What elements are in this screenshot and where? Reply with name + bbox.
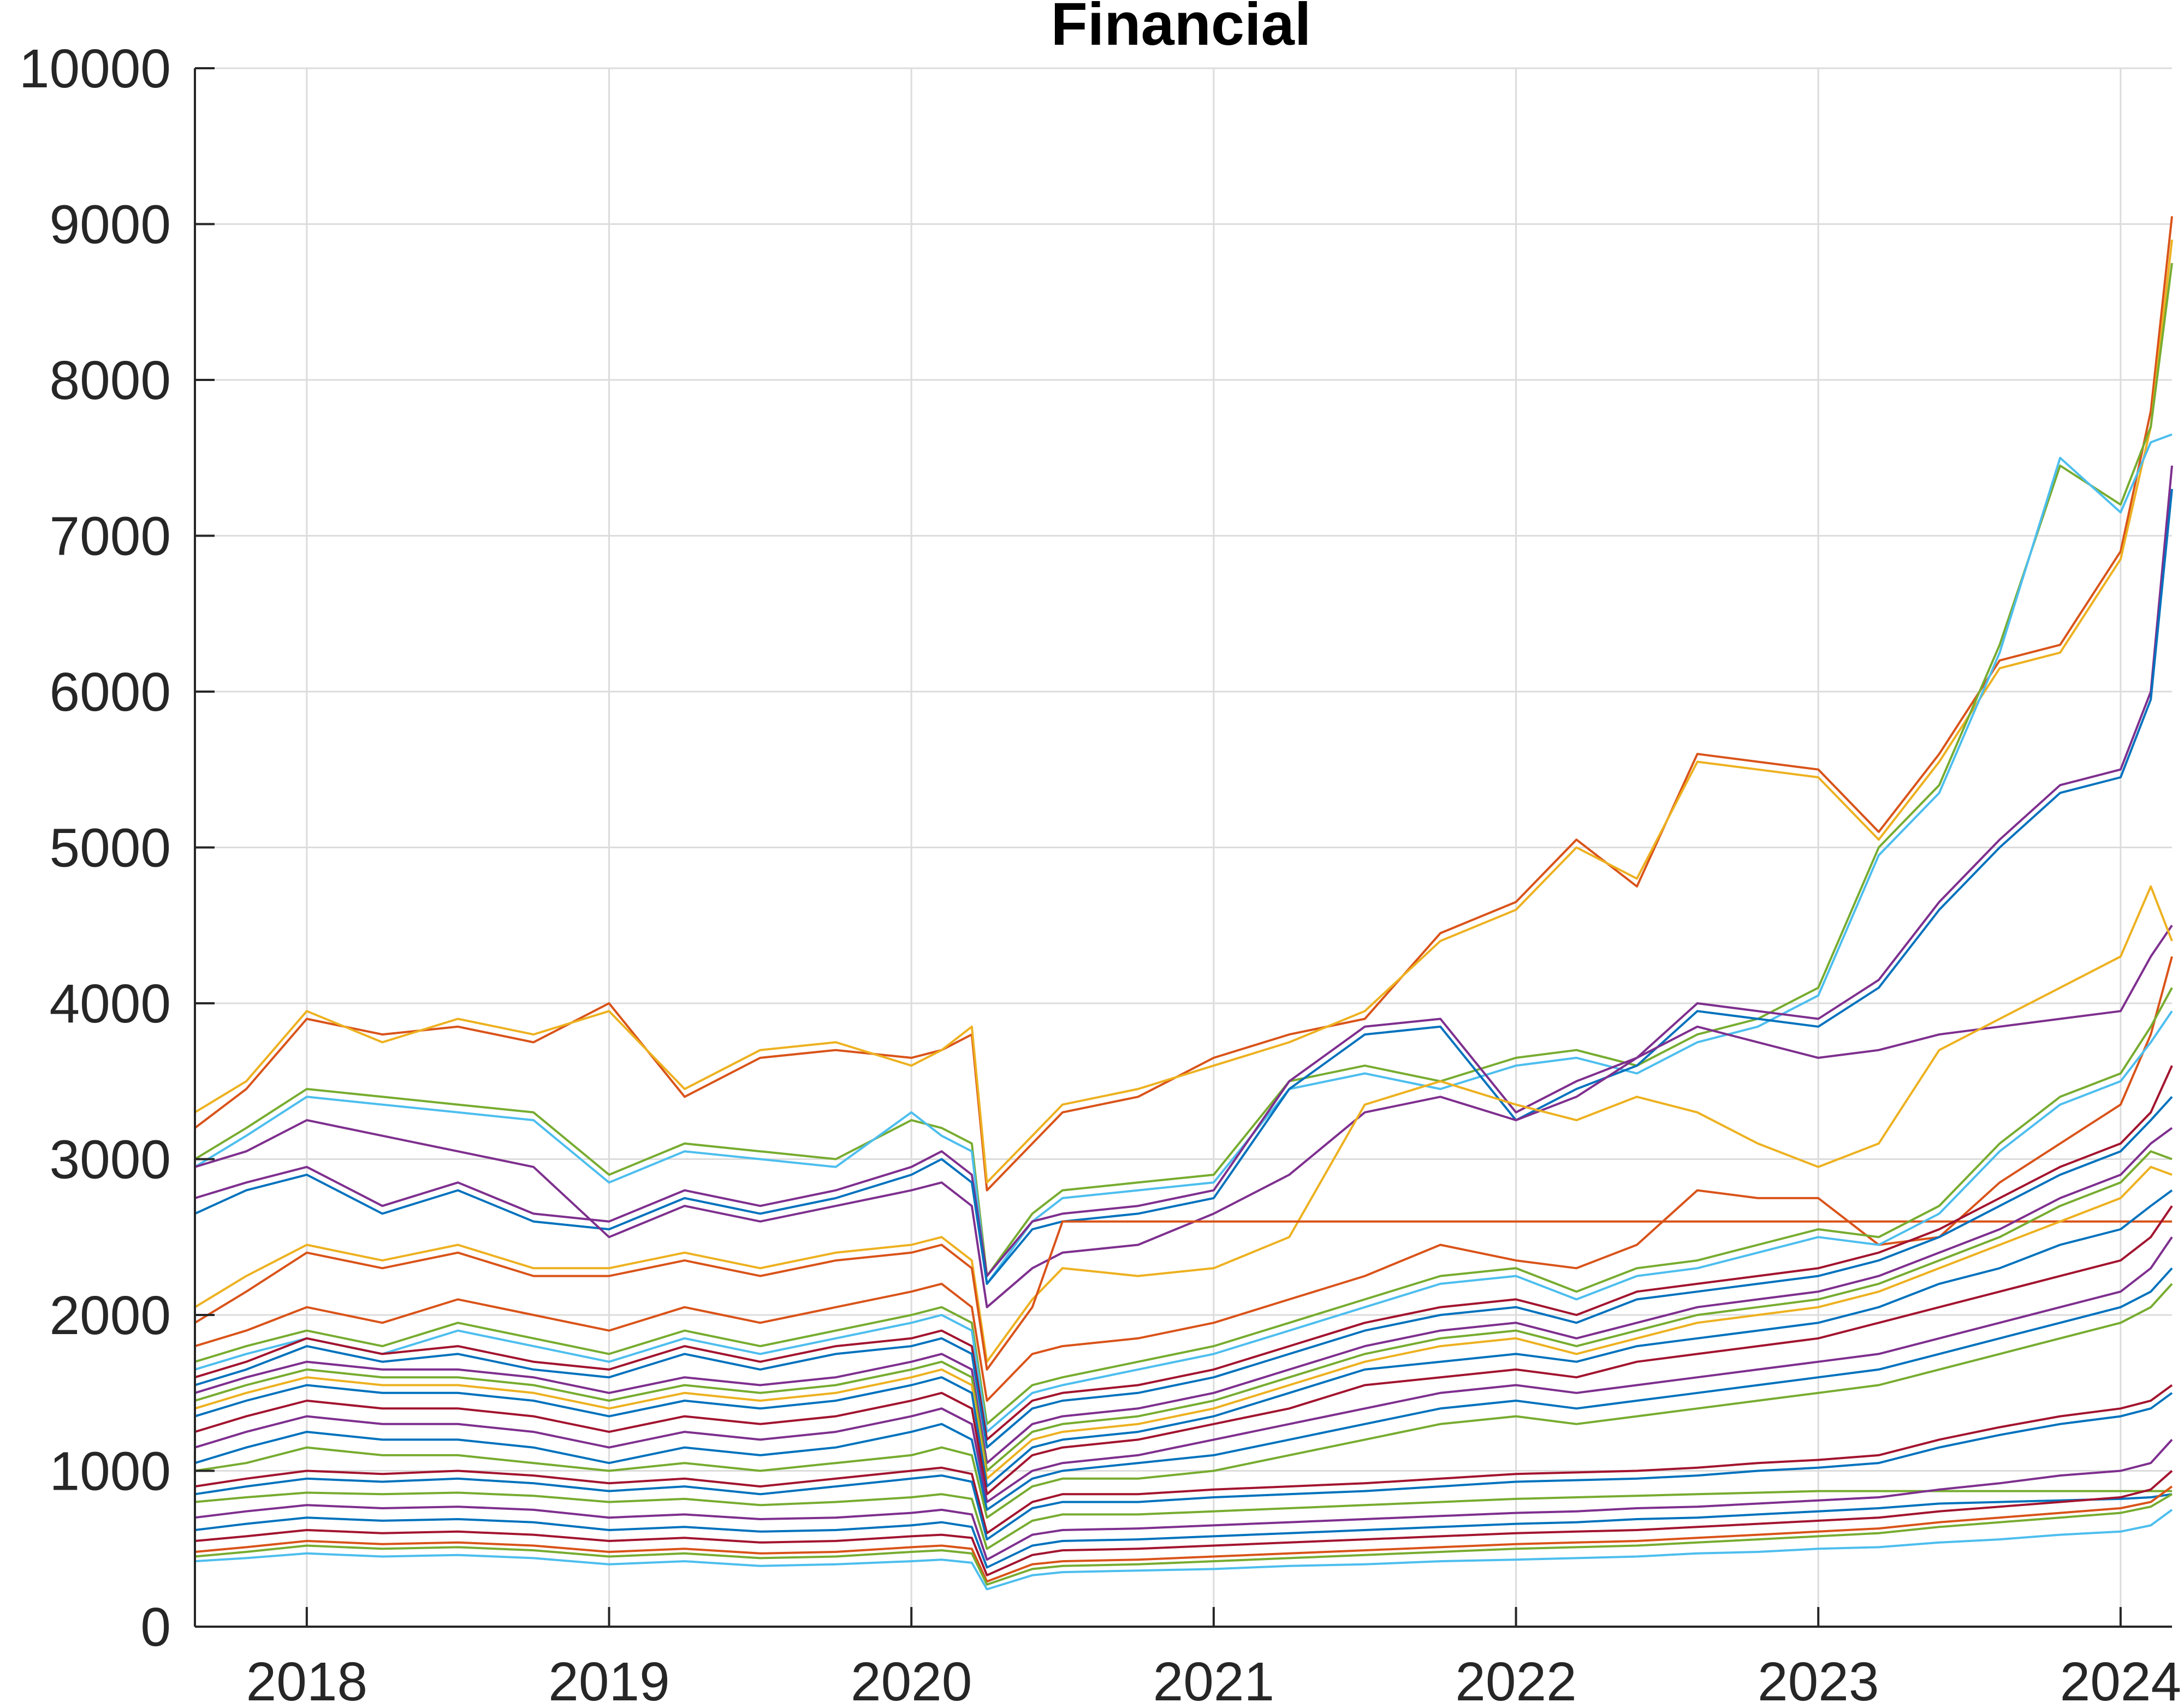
grid-lines — [195, 67, 2172, 1627]
series-line-15 — [194, 1127, 2173, 1465]
series-line-24 — [194, 1392, 2173, 1541]
series-line-5 — [194, 465, 2173, 1277]
series-line-31 — [194, 1509, 2173, 1591]
x-tick-label-4: 2022 — [1455, 1651, 1576, 1708]
y-tick-label-9: 9000 — [50, 194, 171, 255]
y-tick-label-3: 3000 — [50, 1129, 171, 1191]
tick-labels: 0 1000 2000 3000 4000 5000 6000 7000 8000 9000 100… — [19, 38, 2181, 1708]
x-tick-label-5: 2023 — [1758, 1651, 1879, 1708]
y-tick-label-5: 5000 — [50, 818, 171, 879]
series-line-30 — [194, 1493, 2173, 1586]
series-line-18 — [194, 1189, 2173, 1488]
y-tick-label-8: 8000 — [50, 350, 171, 411]
series-line-14 — [194, 1096, 2173, 1449]
series-line-11 — [194, 987, 2173, 1425]
series-line-4 — [194, 433, 2173, 1285]
series-line-8 — [194, 885, 2173, 1363]
x-tick-label-6: 2024 — [2060, 1651, 2181, 1708]
series-line-17 — [194, 1165, 2173, 1480]
series-line-16 — [194, 1150, 2173, 1472]
series-line-22 — [194, 1283, 2173, 1519]
series-line-6 — [194, 489, 2173, 1285]
y-tick-label-1: 1000 — [50, 1441, 171, 1502]
x-tick-label-0: 2018 — [246, 1651, 367, 1708]
y-tick-label-4: 4000 — [50, 973, 171, 1034]
series-layer — [194, 216, 2173, 1591]
series-line-21 — [194, 1267, 2173, 1511]
series-line-19 — [194, 1205, 2173, 1496]
x-tick-label-2: 2020 — [851, 1651, 972, 1708]
series-line-26 — [194, 1439, 2173, 1561]
series-line-29 — [194, 1485, 2173, 1583]
y-tick-label-7: 7000 — [50, 506, 171, 567]
y-tick-label-0: 0 — [140, 1597, 171, 1658]
series-line-7 — [194, 925, 2173, 1308]
x-tick-label-3: 2021 — [1153, 1651, 1274, 1708]
series-line-25 — [194, 1490, 2172, 1550]
y-tick-label-6: 6000 — [50, 662, 171, 723]
x-tick-label-1: 2019 — [548, 1651, 669, 1708]
chart-title: Financial — [1051, 0, 1311, 58]
series-line-13 — [194, 1065, 2173, 1441]
y-tick-label-2: 2000 — [50, 1285, 171, 1346]
series-line-12 — [194, 1010, 2173, 1433]
series-line-23 — [194, 1384, 2173, 1534]
y-tick-label-10: 10000 — [19, 38, 171, 99]
series-line-1 — [194, 216, 2173, 1192]
series-line-2 — [194, 239, 2173, 1184]
series-line-3 — [194, 263, 2173, 1277]
series-line-28 — [194, 1470, 2173, 1576]
series-line-27 — [194, 1493, 2173, 1569]
series-line-20 — [194, 1236, 2173, 1503]
